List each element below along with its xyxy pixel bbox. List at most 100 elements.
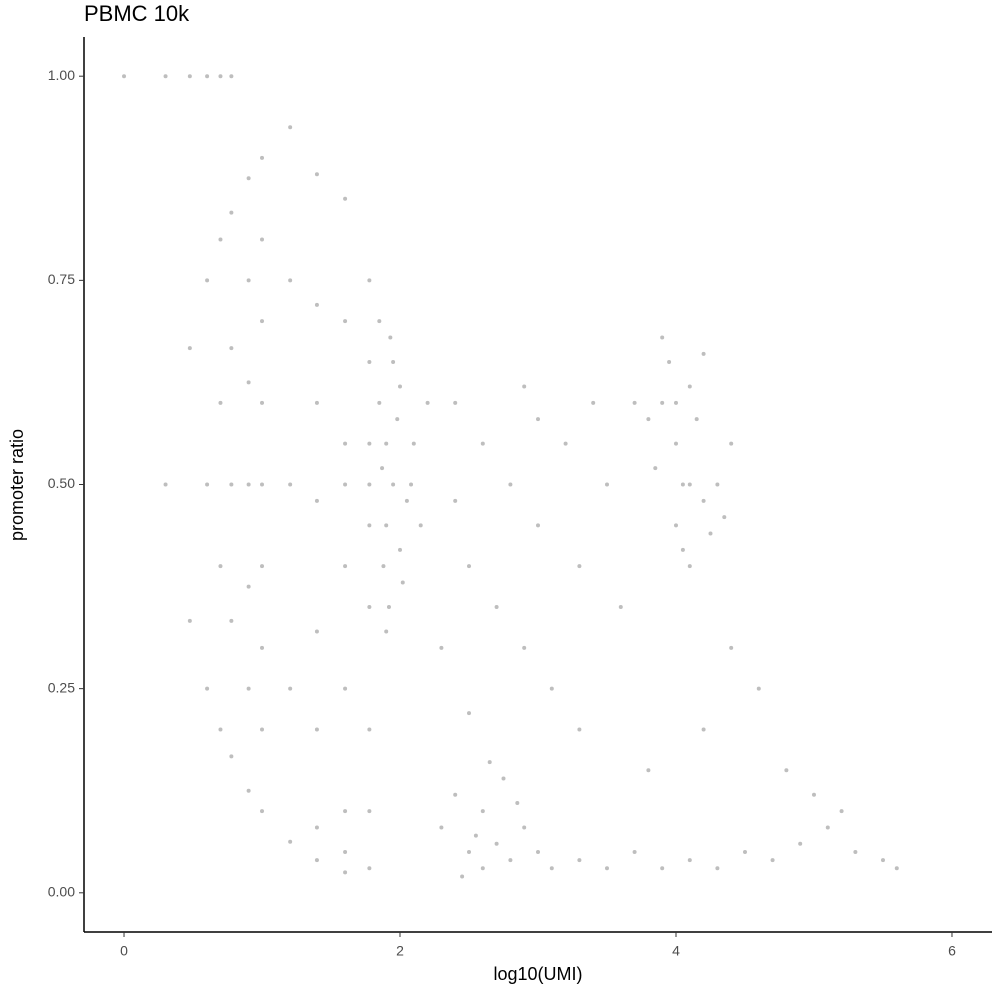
chart-title: PBMC 10k	[84, 1, 190, 26]
point	[487, 760, 492, 765]
point	[246, 482, 251, 487]
point	[388, 335, 393, 340]
point	[687, 384, 692, 389]
point	[577, 858, 582, 863]
point	[680, 547, 685, 552]
point	[453, 792, 458, 797]
point	[288, 686, 293, 691]
point	[418, 523, 423, 528]
point	[501, 776, 506, 781]
point	[563, 441, 568, 446]
point	[715, 482, 720, 487]
point	[246, 686, 251, 691]
point	[395, 417, 400, 422]
point	[391, 482, 396, 487]
point	[729, 441, 734, 446]
point	[894, 866, 899, 871]
point	[314, 858, 319, 863]
point	[480, 866, 485, 871]
point	[632, 400, 637, 405]
point	[404, 498, 409, 503]
point	[467, 849, 472, 854]
point	[205, 278, 210, 283]
point	[367, 360, 372, 365]
point	[701, 351, 706, 356]
point	[439, 645, 444, 650]
point	[343, 319, 348, 324]
point	[343, 482, 348, 487]
point	[380, 466, 385, 471]
point	[314, 400, 319, 405]
point	[632, 849, 637, 854]
point	[367, 866, 372, 871]
point	[460, 874, 465, 879]
point	[453, 400, 458, 405]
point	[229, 618, 234, 623]
point	[853, 849, 858, 854]
point	[660, 400, 665, 405]
y-tick-label: 0.00	[48, 884, 75, 900]
point	[260, 727, 265, 732]
point	[260, 564, 265, 569]
point	[784, 768, 789, 773]
point	[218, 727, 223, 732]
point	[229, 74, 234, 79]
point	[260, 482, 265, 487]
point	[398, 384, 403, 389]
point	[811, 792, 816, 797]
point	[314, 629, 319, 634]
point	[246, 380, 251, 385]
x-tick-label: 2	[396, 943, 404, 959]
point	[343, 196, 348, 201]
point	[343, 870, 348, 875]
point	[604, 482, 609, 487]
point	[522, 825, 527, 830]
point	[825, 825, 830, 830]
point	[480, 809, 485, 814]
point	[409, 482, 414, 487]
point	[687, 858, 692, 863]
point	[473, 833, 478, 838]
point	[701, 498, 706, 503]
point	[163, 482, 168, 487]
point	[205, 482, 210, 487]
y-axis-label: promoter ratio	[7, 429, 27, 541]
point	[187, 618, 192, 623]
point	[288, 125, 293, 130]
point	[218, 564, 223, 569]
point	[673, 400, 678, 405]
point	[515, 800, 520, 805]
point	[453, 498, 458, 503]
point	[508, 858, 513, 863]
point	[218, 237, 223, 242]
point	[218, 74, 223, 79]
point	[729, 645, 734, 650]
point	[591, 400, 596, 405]
point	[314, 727, 319, 732]
point	[508, 482, 513, 487]
point	[246, 788, 251, 793]
point	[288, 482, 293, 487]
point	[163, 74, 168, 79]
point	[667, 360, 672, 365]
point	[367, 278, 372, 283]
point	[260, 319, 265, 324]
point	[367, 523, 372, 528]
point	[680, 482, 685, 487]
point	[381, 564, 386, 569]
point	[770, 858, 775, 863]
point	[229, 482, 234, 487]
point	[522, 384, 527, 389]
point	[391, 360, 396, 365]
point	[715, 866, 720, 871]
point	[536, 417, 540, 422]
point	[314, 825, 319, 830]
point	[246, 278, 251, 283]
point	[384, 629, 389, 634]
point	[536, 523, 540, 528]
point	[839, 809, 844, 814]
point	[367, 482, 372, 487]
point	[229, 210, 234, 215]
point	[367, 727, 372, 732]
point	[398, 547, 403, 552]
